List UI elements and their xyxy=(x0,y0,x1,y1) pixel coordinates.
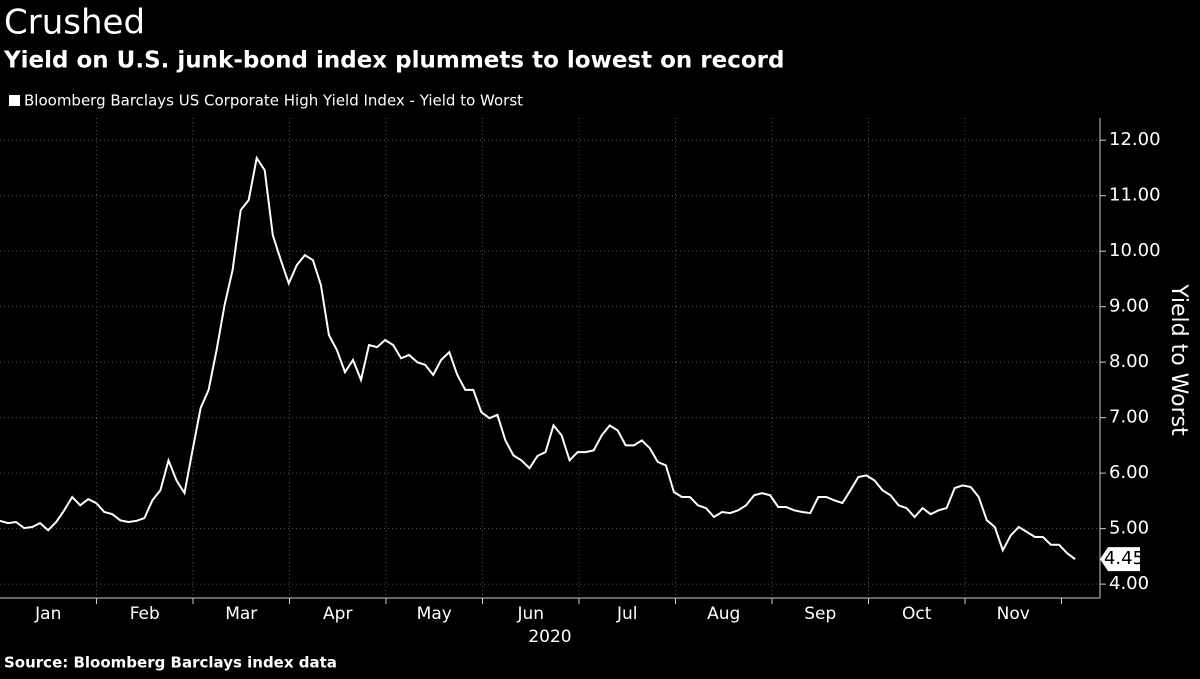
x-tick-label: Aug xyxy=(707,604,740,624)
source: Source: Bloomberg Barclays index data xyxy=(4,654,337,672)
y-tick-label: 12.00 xyxy=(1109,129,1161,150)
x-tick-label: Sep xyxy=(804,604,836,624)
x-tick-label: Nov xyxy=(997,604,1030,624)
chart-subtitle: Yield on U.S. junk-bond index plummets t… xyxy=(3,48,784,74)
last-value-marker xyxy=(1100,547,1140,572)
x-tick-label: Oct xyxy=(902,604,932,624)
y-axis-label: Yield to Worst xyxy=(1166,283,1191,436)
last-value-label: 4.45 xyxy=(1104,548,1144,569)
y-tick-label: 8.00 xyxy=(1109,351,1149,372)
x-tick-label: Mar xyxy=(225,604,257,624)
x-tick-label: Jun xyxy=(516,604,544,624)
chart-title: Crushed xyxy=(4,3,145,43)
x-tick-label: Feb xyxy=(130,604,160,624)
x-axis-label: 2020 xyxy=(528,627,571,647)
y-tick-label: 9.00 xyxy=(1109,296,1149,317)
y-tick-label: 5.00 xyxy=(1109,518,1149,539)
y-tick-label: 10.00 xyxy=(1109,240,1161,261)
legend-swatch xyxy=(9,95,20,106)
x-tick-label: May xyxy=(417,604,452,624)
y-tick-label: 4.00 xyxy=(1109,573,1149,594)
y-tick-label: 11.00 xyxy=(1109,185,1161,206)
legend-label: Bloomberg Barclays US Corporate High Yie… xyxy=(24,92,523,110)
y-tick-label: 6.00 xyxy=(1109,462,1149,483)
x-tick-label: Apr xyxy=(323,604,352,624)
data-line xyxy=(0,155,1076,560)
y-tick-label: 7.00 xyxy=(1109,407,1149,428)
x-tick-label: Jul xyxy=(616,604,638,624)
x-tick-label: Jan xyxy=(34,604,61,624)
